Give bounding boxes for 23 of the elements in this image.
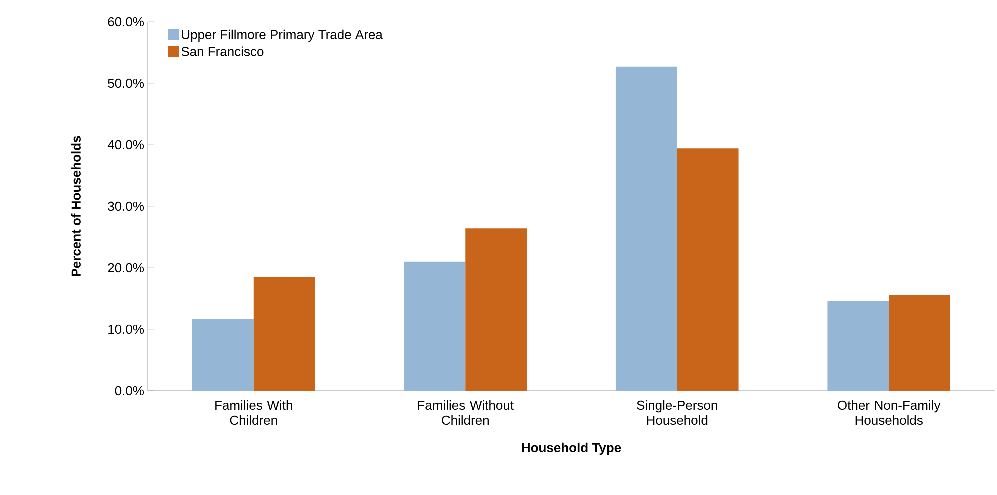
bar — [616, 66, 678, 391]
bar — [828, 301, 890, 391]
y-tick-label: 20.0% — [108, 263, 144, 273]
bar — [889, 295, 951, 391]
x-axis-title: Household Type — [522, 442, 622, 456]
bar — [254, 277, 316, 391]
y-tick-label: 40.0% — [108, 140, 144, 150]
y-tick-label: 0.0% — [115, 386, 144, 396]
y-tick-label: 10.0% — [108, 324, 144, 334]
y-tick-label: 50.0% — [108, 78, 144, 88]
x-tick-label: Single-Person Household — [637, 400, 718, 426]
bar — [404, 262, 466, 391]
x-tick-label: Families With Children — [216, 400, 292, 426]
legend-label: Upper Fillmore Primary Trade Area — [182, 30, 383, 42]
x-tick-label: Families Without Children — [418, 400, 514, 426]
legend-label: San Francisco — [182, 46, 264, 56]
bar — [466, 228, 528, 391]
bar — [192, 319, 254, 391]
y-tick-label: 30.0% — [108, 202, 144, 212]
y-tick-label: 60.0% — [108, 17, 144, 27]
bar — [677, 148, 739, 391]
y-axis-title: Percent of Households — [71, 136, 81, 276]
x-tick-label: Other Non-Family Households — [838, 400, 941, 426]
